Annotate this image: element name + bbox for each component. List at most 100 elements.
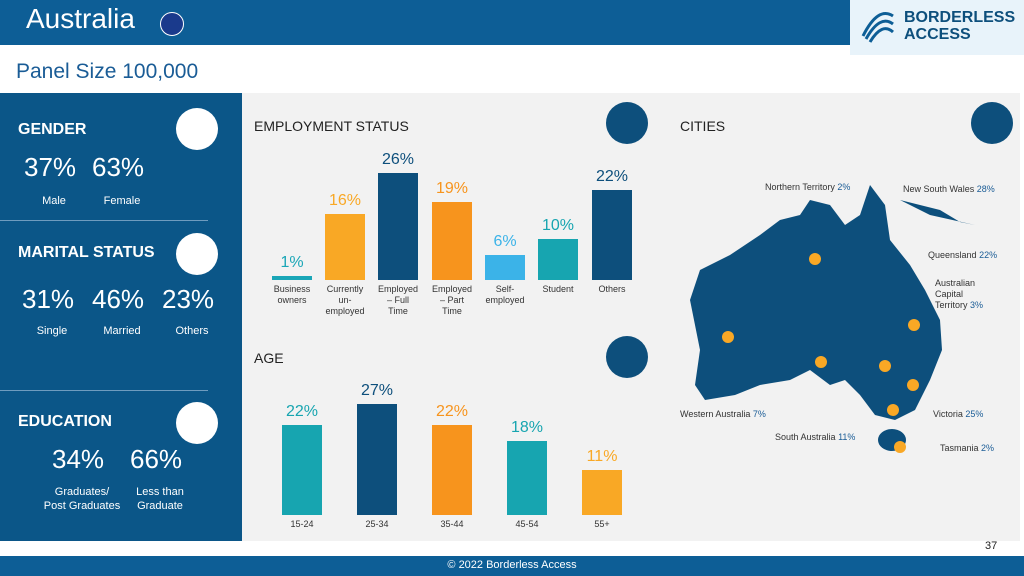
rings-icon bbox=[176, 233, 218, 275]
bar bbox=[378, 173, 418, 280]
value-label: 11% bbox=[586, 447, 618, 465]
stat-label: Less than Graduate bbox=[136, 486, 184, 512]
title-bar bbox=[0, 0, 850, 45]
copyright: © 2022 Borderless Access bbox=[447, 559, 577, 571]
city-name: South Australia bbox=[775, 432, 836, 442]
section-title: GENDER bbox=[18, 121, 87, 138]
divider bbox=[0, 390, 208, 391]
value-label: 22% bbox=[435, 402, 469, 420]
city-dot bbox=[722, 331, 734, 343]
chart-title: AGE bbox=[254, 350, 284, 366]
flag-icon bbox=[160, 12, 184, 36]
city-dot bbox=[908, 319, 920, 331]
map-title: CITIES bbox=[680, 118, 726, 134]
divider bbox=[0, 220, 208, 221]
category-label: 55+ bbox=[594, 519, 610, 529]
city-label: Tasmania 2% bbox=[940, 443, 994, 454]
city-name: Victoria bbox=[933, 409, 963, 419]
city-name: Queensland bbox=[928, 250, 977, 260]
city-share: 7% bbox=[752, 409, 766, 419]
bar bbox=[432, 424, 472, 515]
stat-value: 31% bbox=[22, 284, 75, 314]
city-dot bbox=[879, 360, 891, 372]
islands bbox=[900, 200, 975, 225]
category-label: Student bbox=[542, 284, 574, 294]
title: Australia bbox=[26, 3, 135, 34]
category-label: 15-24 bbox=[290, 519, 314, 529]
city-share: 11% bbox=[838, 432, 856, 442]
city-share: 2% bbox=[981, 443, 995, 453]
section-title: MARITAL STATUS bbox=[18, 244, 155, 261]
mainland bbox=[690, 185, 942, 420]
category-label: Employed – Part Time bbox=[431, 284, 473, 316]
stat-label: Male bbox=[42, 195, 66, 207]
value-label: 6% bbox=[493, 233, 517, 251]
stat-label: Female bbox=[103, 195, 141, 207]
left-panel bbox=[0, 93, 242, 541]
city-share: 28% bbox=[976, 184, 995, 194]
bar bbox=[485, 255, 525, 280]
value-label: 16% bbox=[328, 192, 362, 210]
value-label: 22% bbox=[595, 167, 629, 185]
books-icon bbox=[176, 402, 218, 444]
value-label: 19% bbox=[435, 180, 469, 198]
bar bbox=[592, 189, 632, 280]
stat-label: Married bbox=[103, 325, 141, 337]
logo-text: BORDERLESS ACCESS bbox=[904, 9, 1016, 43]
city-dot bbox=[887, 404, 899, 416]
pin-icon bbox=[971, 102, 1013, 144]
city-label: South Australia 11% bbox=[775, 432, 855, 443]
stat-label: Others bbox=[175, 325, 209, 337]
category-label: Others bbox=[598, 284, 626, 294]
city-label: Western Australia 7% bbox=[680, 409, 766, 420]
city-share: 3% bbox=[970, 300, 984, 310]
city-label: Northern Territory 2% bbox=[765, 182, 850, 193]
category-label: Business owners bbox=[273, 284, 311, 305]
value-label: 26% bbox=[381, 151, 415, 169]
city-label: Queensland 22% bbox=[928, 250, 997, 261]
briefcase-icon bbox=[606, 102, 648, 144]
category-label: 45-54 bbox=[515, 519, 539, 529]
family-icon bbox=[606, 336, 648, 378]
city-dot bbox=[907, 379, 919, 391]
bar bbox=[357, 404, 397, 515]
stat-value: 46% bbox=[92, 284, 145, 314]
stat-value: 66% bbox=[130, 444, 183, 474]
footer-bar bbox=[0, 556, 1024, 576]
value-label: 1% bbox=[280, 253, 304, 271]
city-share: 2% bbox=[837, 182, 851, 192]
city-share: 25% bbox=[965, 409, 984, 419]
category-label: 35-44 bbox=[440, 519, 464, 529]
section-title: EDUCATION bbox=[18, 413, 112, 430]
bar bbox=[432, 202, 472, 280]
bar bbox=[272, 275, 312, 280]
city-dot bbox=[894, 441, 906, 453]
city-label: New South Wales 28% bbox=[903, 184, 995, 195]
stat-value: 34% bbox=[52, 444, 105, 474]
gender-icon bbox=[176, 108, 218, 150]
page-number: 37 bbox=[985, 540, 998, 552]
value-label: 27% bbox=[360, 382, 394, 400]
stat-value: 23% bbox=[162, 284, 215, 314]
stat-value: 63% bbox=[92, 152, 145, 182]
category-label: 25-34 bbox=[365, 519, 389, 529]
chart-title: EMPLOYMENT STATUS bbox=[254, 118, 409, 134]
logo-area bbox=[850, 0, 1024, 55]
bar bbox=[325, 214, 365, 280]
stat-label: Single bbox=[36, 325, 68, 337]
city-label: Victoria 25% bbox=[933, 409, 983, 420]
stat-value: 37% bbox=[24, 152, 77, 182]
city-name: Northern Territory bbox=[765, 182, 835, 192]
category-label: Self- employed bbox=[485, 284, 525, 305]
value-label: 10% bbox=[541, 217, 575, 234]
value-label: 18% bbox=[510, 419, 544, 437]
city-name: Western Australia bbox=[680, 409, 751, 419]
stat-label: Graduates/ Post Graduates bbox=[43, 486, 121, 512]
city-share: 22% bbox=[979, 250, 998, 260]
logo-mark bbox=[861, 12, 895, 43]
category-label: Currently un- employed bbox=[325, 284, 365, 316]
city-dot bbox=[815, 356, 827, 368]
category-label: Employed – Full Time bbox=[377, 284, 419, 316]
